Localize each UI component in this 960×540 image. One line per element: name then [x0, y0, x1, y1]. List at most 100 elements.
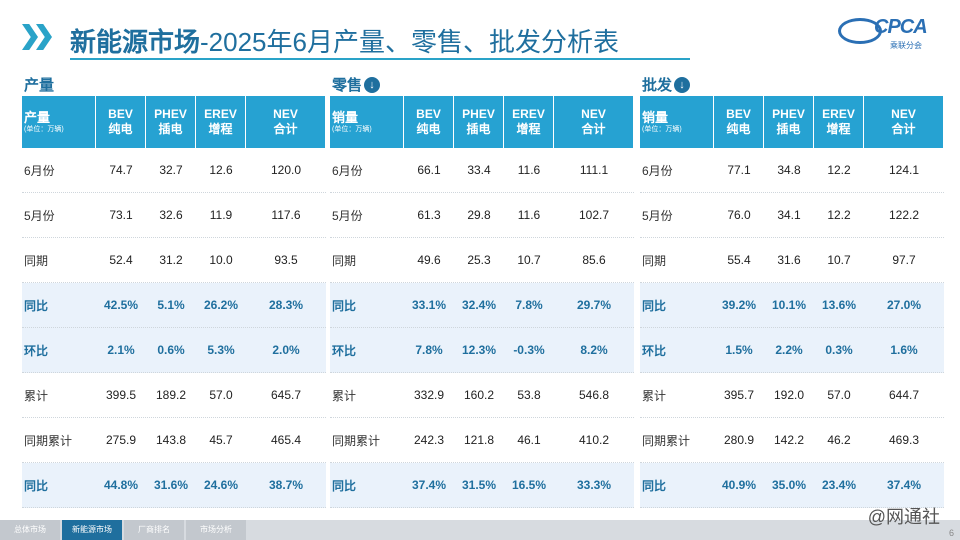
table-cell: 469.3 — [888, 433, 920, 447]
table-cell: 0.3% — [825, 343, 853, 357]
table-cell: 25.3 — [467, 253, 491, 267]
table-cell: 37.4% — [886, 478, 922, 492]
header-cell-top: NEV — [891, 107, 916, 121]
table-cell: 10.1% — [771, 298, 807, 312]
header-cell-bottom: 纯电 — [108, 122, 133, 136]
row-label: 同期累计 — [332, 433, 381, 448]
table-cell: 189.2 — [155, 388, 187, 402]
table-cell: 1.5% — [725, 343, 753, 357]
table-cell: 55.4 — [727, 253, 751, 267]
table-cell: 33.4 — [467, 163, 491, 177]
header-cell-top: NEV — [273, 107, 298, 121]
header-cell-top: BEV — [416, 107, 441, 121]
table-cell: 12.2 — [827, 208, 851, 222]
table-cell: 34.8 — [777, 163, 801, 177]
table-row: 同比 39.2% 10.1% 13.6% 27.0% — [640, 283, 944, 328]
table-cell: 33.3% — [576, 478, 612, 492]
header-cell: BEV 纯电 — [714, 96, 764, 148]
table-cell: 29.8 — [467, 208, 491, 222]
table-cell: 74.7 — [109, 163, 133, 177]
header-cell: PHEV 插电 — [146, 96, 196, 148]
table-cell: 8.2% — [580, 343, 608, 357]
data-table: 产量 (单位：万辆) BEV 纯电 PHEV 插电 EREV 增程 NEV 合计 6月份 74.7 32… — [22, 96, 326, 508]
header-cell-bottom: 合计 — [891, 122, 916, 136]
table-row: 5月份 76.0 34.1 12.2 122.2 — [640, 193, 944, 238]
table-cell: 122.2 — [888, 208, 920, 222]
header-cell-bottom: 插电 — [776, 122, 801, 136]
table-cell: 120.0 — [270, 163, 302, 177]
table-cell: 23.4% — [821, 478, 857, 492]
page-number: 6 — [948, 528, 954, 538]
title-rest: -2025年6月产量、零售、批发分析表 — [200, 27, 619, 57]
header-cell: PHEV 插电 — [764, 96, 814, 148]
table-cell: 31.2 — [159, 253, 183, 267]
table-cell: 13.6% — [821, 298, 857, 312]
header-cell-bottom: 合计 — [581, 122, 606, 136]
table-cell: 31.6% — [153, 478, 189, 492]
table-cell: 395.7 — [723, 388, 755, 402]
table-cell: 12.2 — [827, 163, 851, 177]
table-cell: 160.2 — [463, 388, 495, 402]
table-row: 同期累计 242.3 121.8 46.1 410.2 — [330, 418, 634, 463]
table-cell: 465.4 — [270, 433, 302, 447]
table-row: 累计 395.7 192.0 57.0 644.7 — [640, 373, 944, 418]
header-cell-top: EREV — [204, 107, 237, 121]
table-cell: 53.8 — [517, 388, 541, 402]
table-cell: 61.3 — [417, 208, 441, 222]
table-cell: 275.9 — [105, 433, 137, 447]
data-table: 销量 (单位：万辆) BEV 纯电 PHEV 插电 EREV 增程 NEV 合计 6月份 77.1 34… — [640, 96, 944, 508]
table-cell: -0.3% — [513, 343, 545, 357]
table-cell: 52.4 — [109, 253, 133, 267]
arrow-down-circle-icon[interactable]: ↓ — [674, 76, 691, 93]
table-row: 6月份 74.7 32.7 12.6 120.0 — [22, 148, 326, 193]
footer-tab[interactable]: 新能源市场 — [62, 520, 122, 540]
row-label: 累计 — [24, 388, 49, 403]
table-cell: 645.7 — [270, 388, 302, 402]
header-label-text: 销量 — [642, 110, 669, 125]
table-cell: 399.5 — [105, 388, 137, 402]
table-header-row: 销量 (单位：万辆) BEV 纯电 PHEV 插电 EREV 增程 NEV 合计 — [330, 96, 634, 148]
footer-tab[interactable]: 总体市场 — [0, 520, 60, 540]
table-row: 环比 7.8% 12.3% -0.3% 8.2% — [330, 328, 634, 373]
row-label: 6月份 — [24, 163, 55, 178]
table-cell: 121.8 — [463, 433, 495, 447]
header-cell: EREV 增程 — [814, 96, 864, 148]
table-row: 6月份 77.1 34.8 12.2 124.1 — [640, 148, 944, 193]
table-row: 环比 1.5% 2.2% 0.3% 1.6% — [640, 328, 944, 373]
row-label: 环比 — [332, 343, 357, 358]
row-label: 累计 — [642, 388, 667, 403]
header-cell: PHEV 插电 — [454, 96, 504, 148]
header-cell-bottom: 合计 — [273, 122, 298, 136]
row-label: 同期累计 — [642, 433, 691, 448]
table-row: 6月份 66.1 33.4 11.6 111.1 — [330, 148, 634, 193]
row-label: 同比 — [24, 298, 49, 313]
header: 新能源市场-2025年6月产量、零售、批发分析表 CPCA 乘联分会 — [0, 0, 960, 70]
header-cell-bottom: 增程 — [208, 122, 233, 136]
table-cell: 32.4% — [461, 298, 497, 312]
header-cell-top: BEV — [726, 107, 751, 121]
table-cell: 31.6 — [777, 253, 801, 267]
table-row: 同比 33.1% 32.4% 7.8% 29.7% — [330, 283, 634, 328]
table-cell: 29.7% — [576, 298, 612, 312]
table-cell: 2.1% — [107, 343, 135, 357]
table-row: 累计 399.5 189.2 57.0 645.7 — [22, 373, 326, 418]
table-cell: 45.7 — [209, 433, 233, 447]
footer-tab[interactable]: 市场分析 — [186, 520, 246, 540]
table-cell: 102.7 — [578, 208, 610, 222]
table-row: 同期累计 280.9 142.2 46.2 469.3 — [640, 418, 944, 463]
table-cell: 0.6% — [157, 343, 185, 357]
arrow-down-circle-icon[interactable]: ↓ — [364, 76, 381, 93]
table-cell: 143.8 — [155, 433, 187, 447]
header-cell-bottom: 插电 — [466, 122, 491, 136]
table-cell: 10.7 — [517, 253, 541, 267]
row-label: 6月份 — [642, 163, 673, 178]
table-cell: 5.1% — [157, 298, 185, 312]
footer-tab[interactable]: 厂商排名 — [124, 520, 184, 540]
row-label: 同期 — [24, 253, 49, 268]
header-cell-bottom: 纯电 — [726, 122, 751, 136]
table-cell: 2.0% — [272, 343, 300, 357]
watermark: @网通社 — [867, 507, 940, 527]
header-unit-text: (单位：万辆) — [642, 126, 682, 133]
table-cell: 124.1 — [888, 163, 920, 177]
table-cell: 73.1 — [109, 208, 133, 222]
